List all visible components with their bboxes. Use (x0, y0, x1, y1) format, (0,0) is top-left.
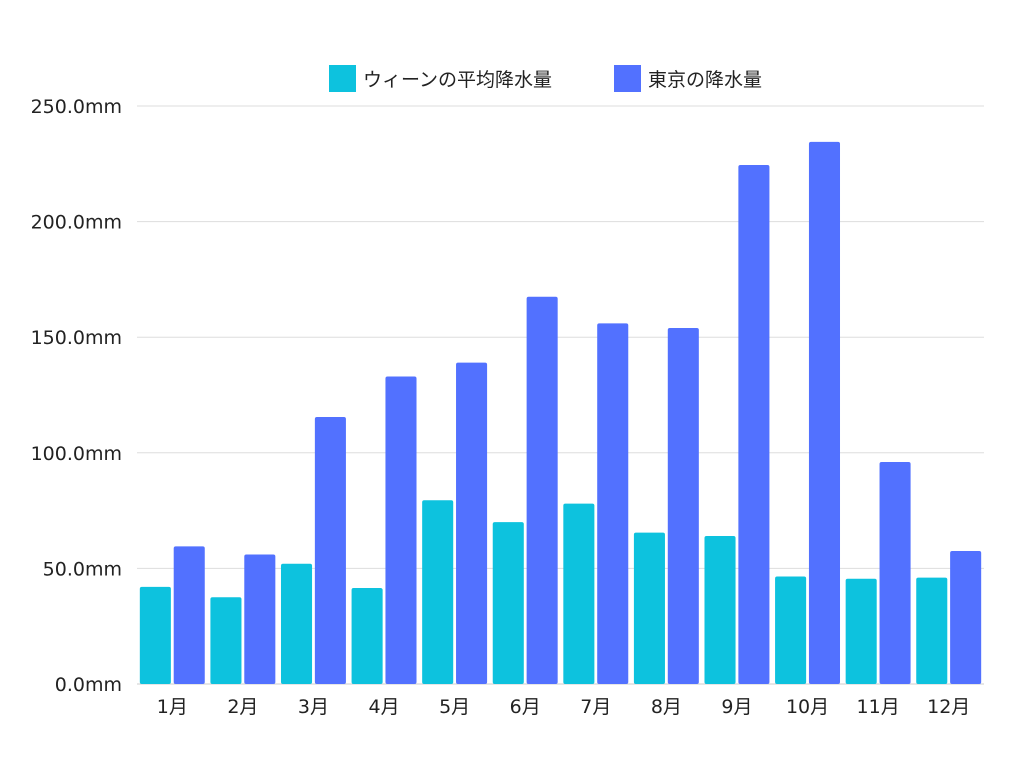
y-tick-label: 250.0mm (31, 96, 122, 118)
x-tick-label: 10月 (786, 696, 829, 718)
bar-tokyo[interactable] (314, 416, 346, 684)
legend-label[interactable]: 東京の降水量 (648, 69, 762, 91)
bars (139, 141, 982, 684)
x-tick-label: 11月 (857, 696, 900, 718)
bar-tokyo[interactable] (385, 376, 417, 684)
y-axis-ticks: 0.0mm 50.0mm 100.0mm 150.0mm 200.0mm 250.0mm (31, 96, 122, 696)
legend-swatch[interactable] (614, 65, 641, 92)
legend-swatch[interactable] (329, 65, 356, 92)
x-tick-label: 1月 (157, 696, 188, 718)
bar-vienna[interactable] (845, 578, 877, 684)
y-tick-label: 100.0mm (31, 443, 122, 465)
legend-label[interactable]: ウィーンの平均降水量 (363, 69, 552, 91)
bar-tokyo[interactable] (597, 323, 629, 684)
bar-vienna[interactable] (563, 503, 595, 684)
bar-vienna[interactable] (704, 536, 736, 684)
bar-vienna[interactable] (492, 522, 524, 684)
legend: ウィーンの平均降水量 東京の降水量 (329, 65, 762, 92)
x-tick-label: 4月 (368, 696, 399, 718)
x-tick-label: 3月 (298, 696, 329, 718)
bar-tokyo[interactable] (173, 546, 205, 684)
bar-tokyo[interactable] (667, 327, 699, 684)
bar-vienna[interactable] (422, 500, 454, 684)
x-tick-label: 12月 (927, 696, 970, 718)
y-tick-label: 0.0mm (55, 674, 122, 696)
bar-vienna[interactable] (210, 597, 242, 684)
bar-tokyo[interactable] (950, 551, 982, 684)
y-tick-label: 200.0mm (31, 212, 122, 234)
bar-vienna[interactable] (775, 576, 807, 684)
x-tick-label: 6月 (510, 696, 541, 718)
bar-tokyo[interactable] (456, 362, 488, 684)
bar-vienna[interactable] (916, 577, 948, 684)
bar-vienna[interactable] (280, 563, 313, 684)
x-tick-label: 7月 (580, 696, 611, 718)
gridlines (137, 105, 984, 685)
x-tick-label: 8月 (651, 696, 682, 718)
x-tick-label: 2月 (227, 696, 258, 718)
y-tick-label: 150.0mm (31, 327, 122, 349)
y-tick-label: 50.0mm (43, 558, 122, 580)
bar-tokyo[interactable] (244, 554, 276, 684)
bar-tokyo[interactable] (526, 296, 558, 684)
x-axis-ticks: 1月 2月 3月 4月 5月 6月 7月 8月 9月 10月 11月 12月 (157, 696, 971, 718)
bar-vienna[interactable] (633, 532, 665, 684)
x-tick-label: 9月 (721, 696, 752, 718)
bar-vienna[interactable] (351, 588, 383, 684)
bar-tokyo[interactable] (879, 462, 911, 684)
bar-tokyo[interactable] (738, 164, 770, 684)
bar-vienna[interactable] (139, 586, 171, 684)
x-tick-label: 5月 (439, 696, 470, 718)
bar-tokyo[interactable] (808, 141, 841, 684)
